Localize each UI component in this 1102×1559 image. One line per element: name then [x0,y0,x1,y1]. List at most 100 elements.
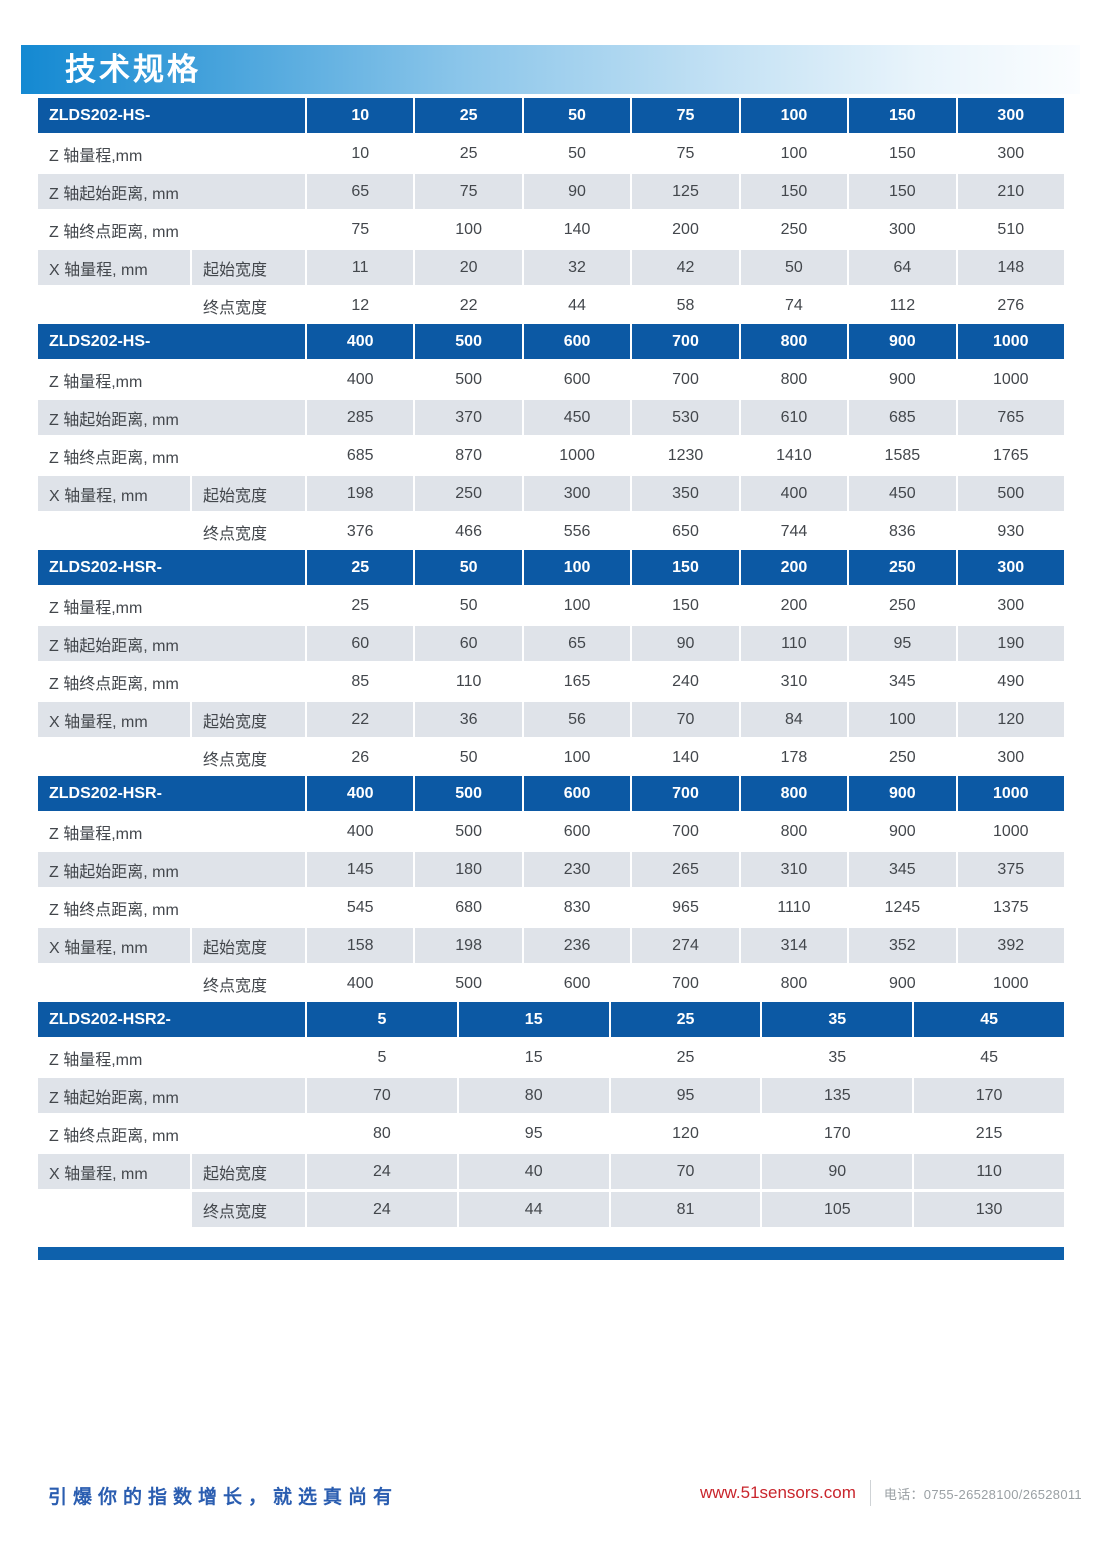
footer-slogan: 引爆你的指数增长，就选真尚有 [48,1487,399,1508]
spec-value: 75 [307,212,414,247]
spec-value: 74 [740,288,848,323]
spec-value: 75 [415,174,522,209]
row-label: Z 轴起始距离, mm [38,1078,305,1113]
spec-value: 42 [632,250,739,285]
column-header: 45 [914,1002,1064,1037]
spec-value: 1000 [957,362,1064,397]
column-header: 150 [632,550,739,585]
spec-value: 870 [415,438,522,473]
spec-value: 36 [415,702,522,737]
page-title: 技术规格 [65,52,201,87]
sub-row-label: 起始宽度 [192,702,305,737]
row-label: Z 轴量程,mm [38,1040,305,1075]
spec-value: 22 [307,702,414,737]
spec-value: 300 [957,588,1064,623]
spec-value: 685 [849,400,956,435]
row-label: Z 轴起始距离, mm [38,174,305,209]
spec-value: 545 [307,890,414,925]
spec-value: 310 [740,852,848,887]
spec-value: 965 [632,890,739,925]
spec-value: 400 [740,476,848,511]
spec-value: 556 [523,514,631,549]
spec-value: 1245 [849,890,956,925]
spec-value: 300 [849,212,956,247]
spec-value: 85 [307,664,414,699]
spec-value: 178 [740,740,848,775]
spec-value: 95 [610,1078,761,1113]
column-header: 150 [849,98,956,133]
spec-section: ZLDS202-HS- 10 25 50 75 100 150 300 Z 轴量程,mm 10 25… [38,98,1064,323]
spec-value: 50 [523,136,631,171]
spec-value: 180 [415,852,522,887]
spec-value: 200 [632,212,739,247]
spec-value: 130 [914,1192,1064,1227]
sub-row-label: 终点宽度 [192,288,305,323]
spec-value: 26 [307,740,414,775]
spec-value: 15 [458,1040,609,1075]
spec-value: 900 [849,814,956,849]
spec-value: 70 [632,702,739,737]
spec-value: 900 [849,362,956,397]
row-label: Z 轴起始距离, mm [38,626,305,661]
spec-value: 930 [957,514,1064,549]
spec-value: 75 [632,136,739,171]
section-title-bar: 技术规格 [21,45,1080,94]
spec-value: 170 [762,1116,913,1151]
spec-value: 44 [523,288,631,323]
spec-value: 165 [523,664,631,699]
spec-value: 112 [849,288,956,323]
spec-value: 60 [307,626,414,661]
spec-value: 300 [523,476,631,511]
spec-value: 105 [762,1192,913,1227]
spec-value: 110 [914,1154,1064,1189]
spec-value: 125 [632,174,739,209]
spec-value: 90 [632,626,739,661]
spec-value: 1375 [957,890,1064,925]
sub-row-label: 终点宽度 [192,740,305,775]
spec-value: 200 [740,588,848,623]
spec-value: 500 [415,966,522,1001]
spec-value: 70 [307,1078,457,1113]
spec-value: 510 [957,212,1064,247]
spec-value: 80 [458,1078,609,1113]
spec-value: 10 [307,136,414,171]
column-header: 400 [307,324,414,359]
x-axis-label: X 轴量程, mm [38,702,190,737]
column-header: 250 [849,550,956,585]
spec-value: 198 [415,928,522,963]
footer-website-link[interactable]: www.51sensors.com [700,1483,856,1502]
spec-value: 210 [957,174,1064,209]
spec-value: 400 [307,362,414,397]
column-header: 300 [957,98,1064,133]
spec-value: 310 [740,664,848,699]
footer-divider [869,1480,871,1506]
row-label: Z 轴终点距离, mm [38,1116,305,1151]
spec-value: 500 [415,814,522,849]
sub-row-label: 起始宽度 [192,476,305,511]
spec-value: 60 [415,626,522,661]
row-label: Z 轴量程,mm [38,814,305,849]
spec-value: 11 [307,250,414,285]
spec-value: 350 [632,476,739,511]
spec-value: 22 [415,288,522,323]
spec-value: 376 [307,514,414,549]
spec-value: 100 [523,740,631,775]
x-axis-label: X 轴量程, mm [38,928,190,963]
spec-section: ZLDS202-HSR2- 5 15 25 35 45 Z 轴量程,mm 5 15 25 35 45 Z… [38,1002,1064,1227]
spec-value: 95 [849,626,956,661]
column-header: 100 [740,98,848,133]
spec-value: 1410 [740,438,848,473]
spec-value: 600 [523,814,631,849]
spec-value: 56 [523,702,631,737]
spec-value: 765 [957,400,1064,435]
spec-value: 148 [957,250,1064,285]
row-label: Z 轴量程,mm [38,362,305,397]
spec-value: 345 [849,852,956,887]
spec-value: 830 [523,890,631,925]
spec-value: 1110 [740,890,848,925]
footer-contact: www.51sensors.com 电话：0755-26528100/26528… [700,1480,1082,1506]
spec-value: 150 [849,174,956,209]
spec-value: 744 [740,514,848,549]
spec-value: 450 [849,476,956,511]
